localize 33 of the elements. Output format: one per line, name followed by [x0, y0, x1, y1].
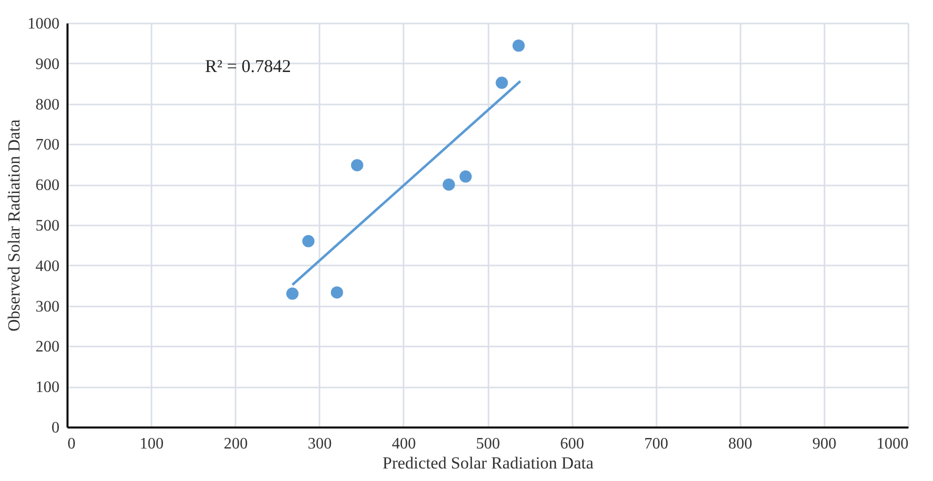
point — [330, 286, 344, 299]
y-tick-label: 400 — [36, 258, 60, 275]
x-axis-title: Predicted Solar Radiation Data — [382, 454, 594, 472]
x-tick-label: 200 — [224, 436, 248, 452]
y-tick-label: 900 — [36, 56, 60, 73]
x-tick-label: 100 — [140, 436, 164, 452]
x-tick-label: 300 — [308, 436, 332, 452]
y-tick-label: 800 — [36, 96, 60, 114]
y-tick-label: 0 — [52, 420, 60, 436]
y-tick-label: 500 — [36, 218, 60, 234]
y-tick-label: 1000 — [28, 16, 60, 32]
x-tick-label: 400 — [392, 436, 416, 452]
point — [442, 178, 455, 191]
x-tick-label: 800 — [728, 436, 752, 452]
x-tick-label: 1000 — [876, 436, 908, 452]
y-tick-label: 300 — [36, 298, 60, 316]
point — [512, 40, 525, 52]
point — [460, 170, 472, 183]
y-axis-title: Observed Solar Radiation Data — [4, 119, 24, 332]
y-tick-label: 200 — [36, 338, 60, 356]
y-tick-label: 700 — [36, 136, 60, 154]
point — [351, 159, 364, 172]
x-tick-label: 0 — [68, 436, 76, 452]
point — [496, 76, 508, 89]
x-tick-label: 700 — [644, 436, 668, 452]
y-tick-label: 600 — [36, 177, 60, 194]
x-tick-label: 600 — [560, 436, 584, 452]
point — [302, 235, 314, 248]
annotation: R² = 0.7842 — [205, 56, 292, 76]
point — [286, 288, 299, 300]
y-tick-label: 100 — [36, 379, 60, 396]
x-tick-label: 500 — [476, 436, 500, 452]
x-tick-label: 900 — [812, 436, 836, 452]
